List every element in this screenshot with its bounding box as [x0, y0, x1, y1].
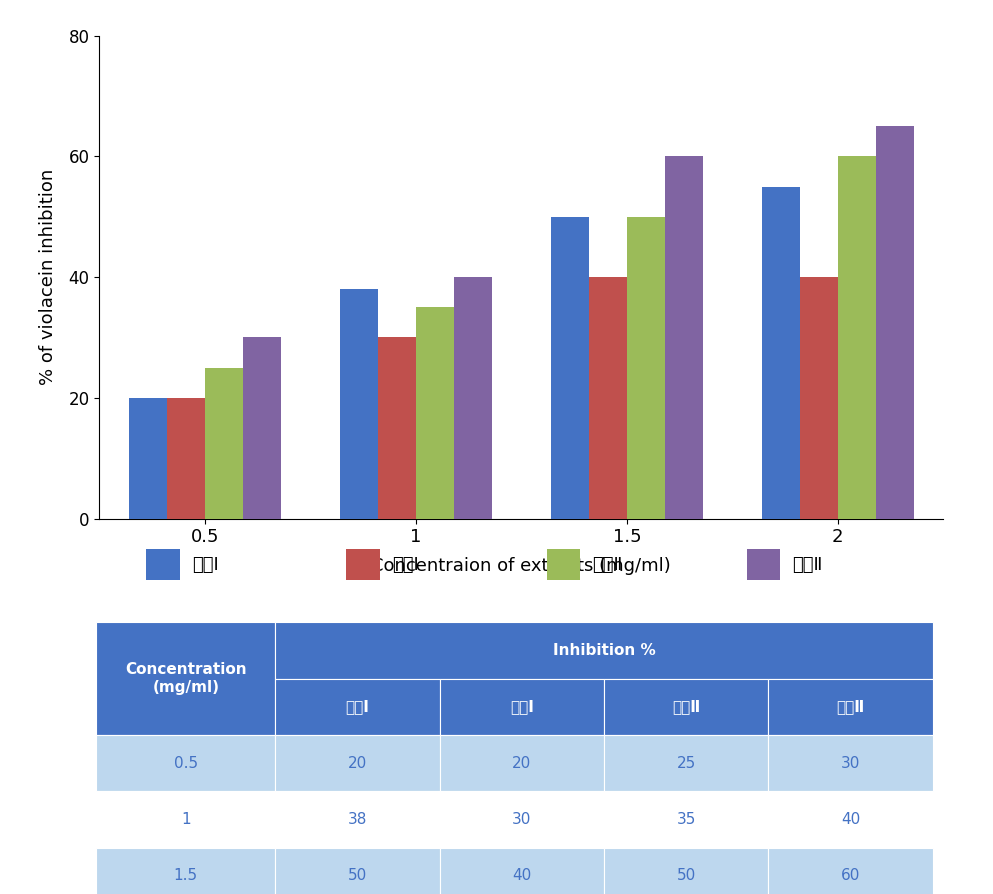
FancyBboxPatch shape	[275, 679, 440, 735]
FancyBboxPatch shape	[96, 622, 275, 735]
FancyBboxPatch shape	[604, 791, 769, 848]
Text: 석류Ⅰ: 석류Ⅰ	[510, 699, 534, 714]
Bar	[146, 549, 180, 580]
Text: 석류Ⅰ: 석류Ⅰ	[392, 555, 419, 574]
FancyBboxPatch shape	[275, 848, 440, 894]
Text: 양하Ⅰ: 양하Ⅰ	[192, 555, 218, 574]
Bar	[762, 187, 800, 519]
FancyBboxPatch shape	[440, 791, 604, 848]
Bar	[167, 398, 205, 519]
FancyBboxPatch shape	[96, 735, 275, 791]
Bar	[340, 290, 377, 519]
Text: 석류Ⅱ: 석류Ⅱ	[792, 555, 823, 574]
Text: 양하Ⅱ: 양하Ⅱ	[672, 699, 700, 714]
FancyBboxPatch shape	[769, 679, 932, 735]
Bar	[747, 549, 780, 580]
Y-axis label: % of violacein inhibition: % of violacein inhibition	[40, 169, 58, 385]
FancyBboxPatch shape	[440, 735, 604, 791]
Bar	[665, 156, 703, 519]
X-axis label: Concentraion of extracts (mg/ml): Concentraion of extracts (mg/ml)	[371, 557, 671, 576]
FancyBboxPatch shape	[96, 848, 275, 894]
Text: 50: 50	[676, 868, 696, 883]
FancyBboxPatch shape	[275, 622, 932, 679]
Text: 38: 38	[348, 812, 367, 827]
Bar	[454, 277, 492, 519]
Text: 1.5: 1.5	[174, 868, 198, 883]
Bar	[129, 398, 167, 519]
Text: 50: 50	[348, 868, 367, 883]
Text: 25: 25	[676, 755, 696, 771]
Text: 1: 1	[181, 812, 191, 827]
Text: 0.5: 0.5	[174, 755, 198, 771]
Text: 양하Ⅰ: 양하Ⅰ	[346, 699, 369, 714]
Bar	[242, 338, 281, 519]
Bar	[551, 216, 589, 519]
FancyBboxPatch shape	[96, 791, 275, 848]
Text: 20: 20	[512, 755, 531, 771]
Bar	[546, 549, 580, 580]
Text: Inhibition %: Inhibition %	[553, 643, 655, 658]
Bar	[205, 367, 242, 519]
Text: 35: 35	[676, 812, 696, 827]
FancyBboxPatch shape	[769, 735, 932, 791]
Bar	[876, 126, 914, 519]
Text: 30: 30	[512, 812, 531, 827]
FancyBboxPatch shape	[275, 735, 440, 791]
Bar	[416, 308, 454, 519]
FancyBboxPatch shape	[769, 791, 932, 848]
FancyBboxPatch shape	[275, 791, 440, 848]
Text: 40: 40	[841, 812, 860, 827]
FancyBboxPatch shape	[604, 735, 769, 791]
FancyBboxPatch shape	[440, 848, 604, 894]
Bar	[589, 277, 627, 519]
FancyBboxPatch shape	[604, 679, 769, 735]
Text: Concentration
(mg/ml): Concentration (mg/ml)	[125, 662, 246, 695]
FancyBboxPatch shape	[440, 679, 604, 735]
Bar	[347, 549, 379, 580]
Bar	[627, 216, 665, 519]
Bar	[377, 338, 416, 519]
Bar	[838, 156, 876, 519]
Text: 20: 20	[348, 755, 367, 771]
Text: 석류Ⅱ: 석류Ⅱ	[836, 699, 865, 714]
FancyBboxPatch shape	[769, 848, 932, 894]
FancyBboxPatch shape	[604, 848, 769, 894]
Bar	[800, 277, 838, 519]
Text: 60: 60	[841, 868, 860, 883]
Text: 30: 30	[841, 755, 860, 771]
Text: 양하Ⅱ: 양하Ⅱ	[593, 555, 623, 574]
Text: 40: 40	[512, 868, 531, 883]
